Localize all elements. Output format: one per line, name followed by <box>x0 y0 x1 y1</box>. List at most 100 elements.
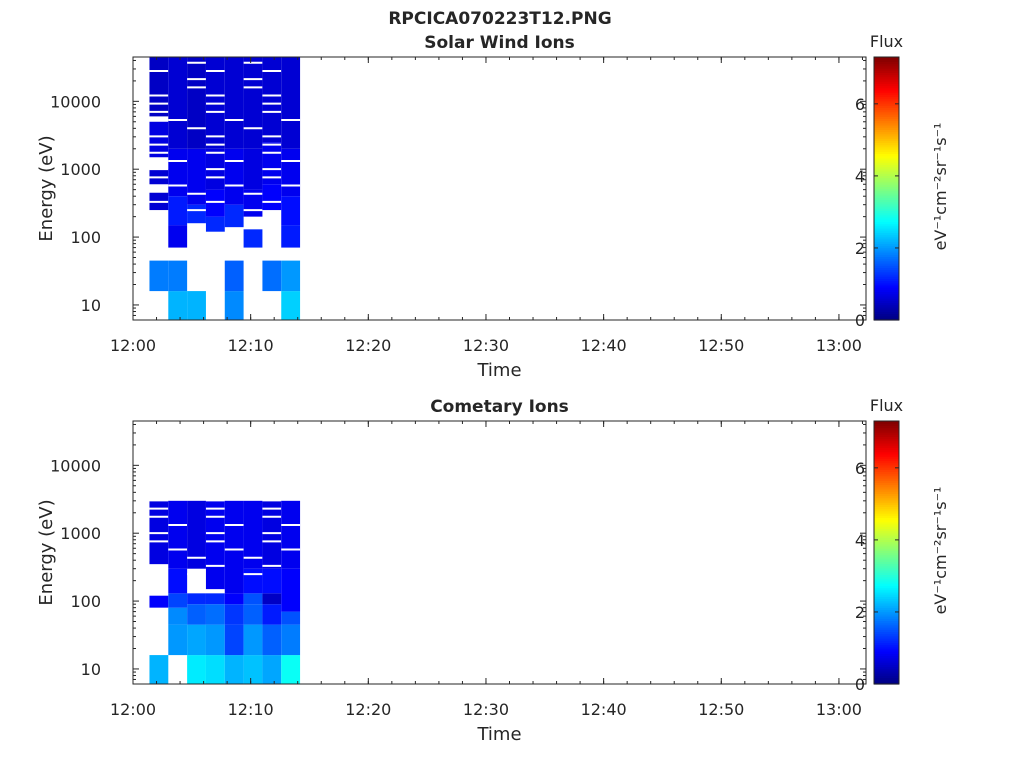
colorbar-segment <box>874 243 899 247</box>
spectrogram-cell <box>168 148 188 197</box>
x-axis-label: Time <box>476 360 521 381</box>
colorbar-segment <box>874 580 899 584</box>
spectrogram-cell <box>205 500 225 590</box>
colorbar-segment <box>874 429 899 433</box>
colorbar-segment <box>874 576 899 580</box>
x-tick-label: 12:50 <box>698 700 744 719</box>
spectrogram-cell <box>262 57 282 143</box>
spectrogram-cell <box>281 260 301 292</box>
colorbar-segment <box>874 120 899 124</box>
spectrogram-cell <box>205 189 225 217</box>
colorbar-segment <box>874 245 899 249</box>
plot-frame <box>132 420 867 685</box>
y-axis-label: Energy (eV) <box>36 135 57 241</box>
colorbar-segment <box>874 129 899 133</box>
spectrogram-cell <box>262 604 282 625</box>
colorbar-tick-label: 4 <box>855 531 865 550</box>
colorbar-segment <box>874 633 899 637</box>
colorbar-segment <box>874 265 899 268</box>
colorbar-segment <box>874 666 899 670</box>
colorbar-segment <box>874 192 899 196</box>
colorbar-segment <box>874 287 899 290</box>
colorbar-segment <box>874 425 899 429</box>
colorbar-segment <box>874 550 899 554</box>
colorbar-segment <box>874 477 899 481</box>
colorbar-segment <box>874 263 899 266</box>
colorbar-tick-label: 2 <box>855 239 865 258</box>
colorbar-segment <box>874 311 899 315</box>
spectrogram-cells <box>149 57 301 320</box>
colorbar-segment <box>874 109 899 113</box>
spectrogram-cell <box>224 57 244 149</box>
colorbar-segment <box>874 61 899 65</box>
colorbar-segment <box>874 442 899 446</box>
colorbar-title: Flux <box>870 396 903 415</box>
colorbar-segment <box>874 618 899 622</box>
plot-frame <box>132 56 867 321</box>
colorbar-segment <box>874 89 899 93</box>
colorbar-segment <box>874 181 899 185</box>
colorbar-segment <box>874 499 899 503</box>
spectrogram-cell <box>224 291 244 320</box>
colorbar-segment <box>874 175 899 179</box>
colorbar-segment <box>874 225 899 229</box>
colorbar-segment <box>874 300 899 304</box>
colorbar-segment <box>874 100 899 104</box>
colorbar-segment <box>874 230 899 233</box>
colorbar-segment <box>874 278 899 282</box>
colorbar-segment <box>874 502 899 505</box>
spectrogram-cell <box>168 196 188 226</box>
colorbar-segment <box>874 179 899 183</box>
colorbar-segment <box>874 467 899 470</box>
colorbar-segment <box>874 306 899 310</box>
panels: 12:00 12:10 12:20 12:30 12:40 12:50 13:0010100… <box>36 32 950 745</box>
spectrogram-cell <box>281 291 301 320</box>
spectrogram-cell <box>187 604 206 625</box>
colorbar-segment <box>874 74 899 78</box>
colorbar-segment <box>874 504 899 508</box>
colorbar-segment <box>874 271 899 275</box>
spectrogram-cell <box>149 595 169 608</box>
colorbar-segment <box>874 173 899 176</box>
colorbar-segment <box>874 561 899 565</box>
colorbar-segment <box>874 528 899 532</box>
colorbar-segment <box>874 600 899 604</box>
spectrogram-cell <box>205 604 225 625</box>
colorbar-segment <box>874 609 899 613</box>
colorbar: 0 2 4 6 Flux eV⁻¹cm⁻²sr⁻¹s⁻¹ <box>855 396 950 694</box>
spectrogram-cell <box>224 655 244 684</box>
colorbar-segment <box>874 440 899 444</box>
colorbar-segment <box>874 195 899 198</box>
colorbar-segment <box>874 315 899 319</box>
colorbar-segment <box>874 153 899 157</box>
colorbar-tick-label: 6 <box>855 95 865 114</box>
colorbar-segment <box>874 530 899 534</box>
colorbar-segment <box>874 508 899 512</box>
colorbar-segment <box>874 637 899 641</box>
colorbar-frame <box>873 420 900 685</box>
colorbar-segment <box>874 59 899 62</box>
x-tick-label: 12:20 <box>345 700 391 719</box>
colorbar-segment <box>874 585 899 589</box>
colorbar-segment <box>874 197 899 201</box>
colorbar-segment <box>874 670 899 674</box>
spectrogram-cell <box>262 593 282 605</box>
spectrogram-cell <box>168 593 188 608</box>
colorbar-segment <box>874 677 899 681</box>
colorbar-segment <box>874 423 899 426</box>
colorbar-segment <box>874 298 899 301</box>
spectrogram-cell <box>224 204 244 228</box>
colorbar-segment <box>874 631 899 635</box>
x-tick-label: 12:40 <box>581 700 627 719</box>
colorbar-segment <box>874 681 899 685</box>
spectrogram-cell <box>168 607 188 625</box>
colorbar-segment <box>874 186 899 190</box>
colorbar-segment <box>874 164 899 168</box>
colorbar-segment <box>874 103 899 106</box>
colorbar-segment <box>874 302 899 306</box>
colorbar-segment <box>874 563 899 567</box>
colorbar-segment <box>874 241 899 244</box>
colorbar-segment <box>874 598 899 602</box>
colorbar-segment <box>874 469 899 473</box>
colorbar-segment <box>874 648 899 652</box>
